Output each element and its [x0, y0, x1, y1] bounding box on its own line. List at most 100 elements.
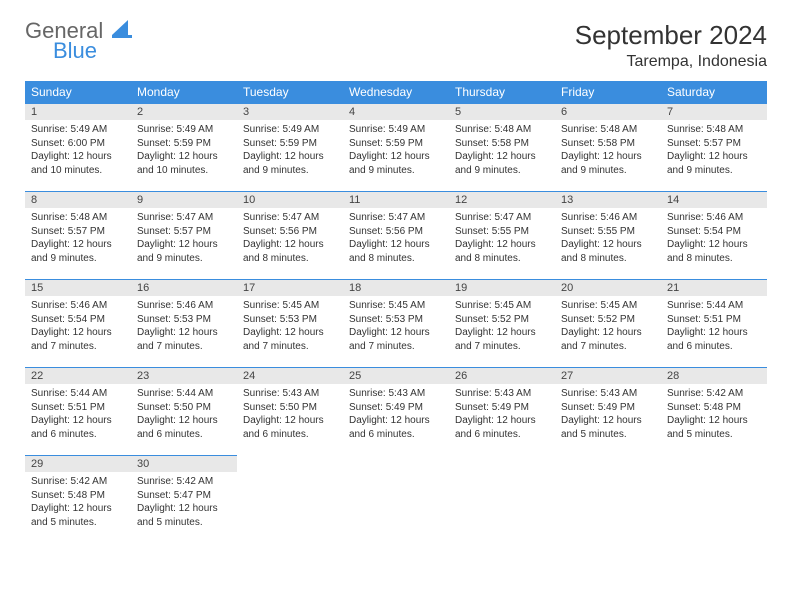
day-info: Sunrise: 5:48 AMSunset: 5:58 PMDaylight:…	[449, 120, 555, 183]
day-cell: 27Sunrise: 5:43 AMSunset: 5:49 PMDayligh…	[555, 368, 661, 456]
day-number: 25	[343, 368, 449, 384]
calendar-row: 15Sunrise: 5:46 AMSunset: 5:54 PMDayligh…	[25, 280, 767, 368]
day-info: Sunrise: 5:43 AMSunset: 5:49 PMDaylight:…	[449, 384, 555, 447]
day-cell: 9Sunrise: 5:47 AMSunset: 5:57 PMDaylight…	[131, 192, 237, 280]
day-info: Sunrise: 5:46 AMSunset: 5:53 PMDaylight:…	[131, 296, 237, 359]
day-number: 22	[25, 368, 131, 384]
day-cell: 22Sunrise: 5:44 AMSunset: 5:51 PMDayligh…	[25, 368, 131, 456]
day-cell: 1Sunrise: 5:49 AMSunset: 6:00 PMDaylight…	[25, 104, 131, 192]
day-info: Sunrise: 5:44 AMSunset: 5:51 PMDaylight:…	[661, 296, 767, 359]
day-cell: 18Sunrise: 5:45 AMSunset: 5:53 PMDayligh…	[343, 280, 449, 368]
weekday-header: Saturday	[661, 81, 767, 104]
day-info: Sunrise: 5:49 AMSunset: 5:59 PMDaylight:…	[131, 120, 237, 183]
day-cell: 4Sunrise: 5:49 AMSunset: 5:59 PMDaylight…	[343, 104, 449, 192]
day-info: Sunrise: 5:49 AMSunset: 5:59 PMDaylight:…	[343, 120, 449, 183]
day-cell: 6Sunrise: 5:48 AMSunset: 5:58 PMDaylight…	[555, 104, 661, 192]
day-number: 4	[343, 104, 449, 120]
day-cell: 12Sunrise: 5:47 AMSunset: 5:55 PMDayligh…	[449, 192, 555, 280]
day-cell: 17Sunrise: 5:45 AMSunset: 5:53 PMDayligh…	[237, 280, 343, 368]
day-info: Sunrise: 5:47 AMSunset: 5:55 PMDaylight:…	[449, 208, 555, 271]
day-number: 15	[25, 280, 131, 296]
day-cell: 10Sunrise: 5:47 AMSunset: 5:56 PMDayligh…	[237, 192, 343, 280]
logo-text-blue: Blue	[53, 40, 134, 62]
day-info: Sunrise: 5:43 AMSunset: 5:49 PMDaylight:…	[343, 384, 449, 447]
weekday-header: Sunday	[25, 81, 131, 104]
day-cell: 25Sunrise: 5:43 AMSunset: 5:49 PMDayligh…	[343, 368, 449, 456]
month-title: September 2024	[575, 20, 767, 51]
day-number: 29	[25, 456, 131, 472]
title-block: September 2024 Tarempa, Indonesia	[575, 20, 767, 71]
day-cell: 23Sunrise: 5:44 AMSunset: 5:50 PMDayligh…	[131, 368, 237, 456]
day-number: 14	[661, 192, 767, 208]
day-cell: 5Sunrise: 5:48 AMSunset: 5:58 PMDaylight…	[449, 104, 555, 192]
day-number: 9	[131, 192, 237, 208]
day-info: Sunrise: 5:49 AMSunset: 6:00 PMDaylight:…	[25, 120, 131, 183]
day-number: 27	[555, 368, 661, 384]
day-cell: 2Sunrise: 5:49 AMSunset: 5:59 PMDaylight…	[131, 104, 237, 192]
location: Tarempa, Indonesia	[575, 53, 767, 71]
weekday-header: Friday	[555, 81, 661, 104]
day-number: 8	[25, 192, 131, 208]
day-number: 3	[237, 104, 343, 120]
day-number: 18	[343, 280, 449, 296]
calendar-table: SundayMondayTuesdayWednesdayThursdayFrid…	[25, 81, 767, 544]
weekday-header-row: SundayMondayTuesdayWednesdayThursdayFrid…	[25, 81, 767, 104]
day-number: 26	[449, 368, 555, 384]
day-info: Sunrise: 5:45 AMSunset: 5:52 PMDaylight:…	[555, 296, 661, 359]
day-cell: 11Sunrise: 5:47 AMSunset: 5:56 PMDayligh…	[343, 192, 449, 280]
day-info: Sunrise: 5:48 AMSunset: 5:57 PMDaylight:…	[25, 208, 131, 271]
day-info: Sunrise: 5:46 AMSunset: 5:55 PMDaylight:…	[555, 208, 661, 271]
day-info: Sunrise: 5:48 AMSunset: 5:58 PMDaylight:…	[555, 120, 661, 183]
day-number: 17	[237, 280, 343, 296]
day-cell: 14Sunrise: 5:46 AMSunset: 5:54 PMDayligh…	[661, 192, 767, 280]
day-number: 2	[131, 104, 237, 120]
day-info: Sunrise: 5:45 AMSunset: 5:53 PMDaylight:…	[237, 296, 343, 359]
day-info: Sunrise: 5:48 AMSunset: 5:57 PMDaylight:…	[661, 120, 767, 183]
calendar-row: 22Sunrise: 5:44 AMSunset: 5:51 PMDayligh…	[25, 368, 767, 456]
day-info: Sunrise: 5:46 AMSunset: 5:54 PMDaylight:…	[25, 296, 131, 359]
day-cell: 24Sunrise: 5:43 AMSunset: 5:50 PMDayligh…	[237, 368, 343, 456]
page-header: General Blue September 2024 Tarempa, Ind…	[25, 20, 767, 71]
day-cell: 20Sunrise: 5:45 AMSunset: 5:52 PMDayligh…	[555, 280, 661, 368]
day-cell: 16Sunrise: 5:46 AMSunset: 5:53 PMDayligh…	[131, 280, 237, 368]
empty-cell	[449, 456, 555, 544]
day-number: 24	[237, 368, 343, 384]
day-cell: 29Sunrise: 5:42 AMSunset: 5:48 PMDayligh…	[25, 456, 131, 544]
calendar-body: 1Sunrise: 5:49 AMSunset: 6:00 PMDaylight…	[25, 104, 767, 544]
calendar-row: 8Sunrise: 5:48 AMSunset: 5:57 PMDaylight…	[25, 192, 767, 280]
day-number: 21	[661, 280, 767, 296]
day-info: Sunrise: 5:45 AMSunset: 5:52 PMDaylight:…	[449, 296, 555, 359]
day-info: Sunrise: 5:47 AMSunset: 5:56 PMDaylight:…	[343, 208, 449, 271]
day-cell: 21Sunrise: 5:44 AMSunset: 5:51 PMDayligh…	[661, 280, 767, 368]
day-cell: 19Sunrise: 5:45 AMSunset: 5:52 PMDayligh…	[449, 280, 555, 368]
day-number: 1	[25, 104, 131, 120]
day-info: Sunrise: 5:47 AMSunset: 5:56 PMDaylight:…	[237, 208, 343, 271]
day-info: Sunrise: 5:43 AMSunset: 5:49 PMDaylight:…	[555, 384, 661, 447]
logo-sail-icon	[112, 20, 134, 42]
day-info: Sunrise: 5:45 AMSunset: 5:53 PMDaylight:…	[343, 296, 449, 359]
weekday-header: Monday	[131, 81, 237, 104]
day-number: 6	[555, 104, 661, 120]
day-number: 19	[449, 280, 555, 296]
day-info: Sunrise: 5:42 AMSunset: 5:48 PMDaylight:…	[25, 472, 131, 535]
logo: General Blue	[25, 20, 134, 62]
calendar-row: 29Sunrise: 5:42 AMSunset: 5:48 PMDayligh…	[25, 456, 767, 544]
day-number: 10	[237, 192, 343, 208]
day-info: Sunrise: 5:49 AMSunset: 5:59 PMDaylight:…	[237, 120, 343, 183]
day-number: 5	[449, 104, 555, 120]
day-number: 16	[131, 280, 237, 296]
weekday-header: Wednesday	[343, 81, 449, 104]
empty-cell	[343, 456, 449, 544]
weekday-header: Thursday	[449, 81, 555, 104]
weekday-header: Tuesday	[237, 81, 343, 104]
day-cell: 3Sunrise: 5:49 AMSunset: 5:59 PMDaylight…	[237, 104, 343, 192]
day-cell: 28Sunrise: 5:42 AMSunset: 5:48 PMDayligh…	[661, 368, 767, 456]
empty-cell	[661, 456, 767, 544]
day-cell: 26Sunrise: 5:43 AMSunset: 5:49 PMDayligh…	[449, 368, 555, 456]
day-info: Sunrise: 5:47 AMSunset: 5:57 PMDaylight:…	[131, 208, 237, 271]
day-info: Sunrise: 5:44 AMSunset: 5:50 PMDaylight:…	[131, 384, 237, 447]
empty-cell	[237, 456, 343, 544]
day-info: Sunrise: 5:43 AMSunset: 5:50 PMDaylight:…	[237, 384, 343, 447]
day-number: 23	[131, 368, 237, 384]
day-cell: 7Sunrise: 5:48 AMSunset: 5:57 PMDaylight…	[661, 104, 767, 192]
